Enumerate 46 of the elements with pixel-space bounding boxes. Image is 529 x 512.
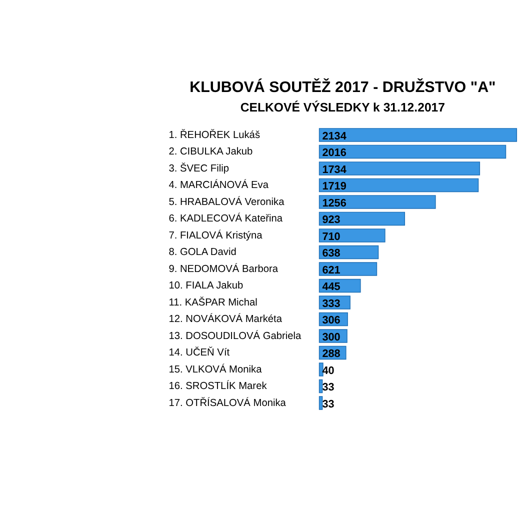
- y-tick-label: 2. CIBULKA Jakub: [168, 146, 254, 158]
- y-tick-label: 3. ŠVEC Filip: [168, 162, 230, 174]
- data-label: 1719: [322, 180, 346, 193]
- bar: [318, 379, 323, 394]
- data-label: 1256: [322, 197, 346, 210]
- bar: [318, 128, 518, 142]
- data-label: 638: [322, 248, 340, 260]
- bar: [318, 262, 378, 276]
- y-tick-label: 17. OTŘÍSALOVÁ Monika: [168, 396, 286, 409]
- y-tick-label: 1. ŘEHOŘEK Lukáš: [168, 128, 260, 141]
- y-tick-label: 12. NOVÁKOVÁ Markéta: [168, 313, 282, 326]
- y-tick-label: 15. VLKOVÁ Monika: [168, 363, 262, 376]
- data-label: 2016: [322, 147, 346, 160]
- bar: [318, 396, 323, 410]
- y-tick-label: 4. MARCIÁNOVÁ Eva: [168, 179, 269, 192]
- y-tick-label: 5. HRABALOVÁ Veronika: [168, 196, 285, 208]
- data-label: 2134: [322, 130, 346, 142]
- chart-title: KLUBOVÁ SOUTĚŽ 2017 - DRUŽSTVO "A": [190, 78, 496, 96]
- data-label: 333: [322, 298, 340, 310]
- data-label: 288: [322, 348, 340, 360]
- bar: [318, 228, 386, 242]
- data-label: 306: [322, 314, 340, 327]
- bar: [318, 144, 506, 159]
- data-label: 445: [322, 281, 340, 294]
- y-tick-label: 11. KAŠPAR Michal: [168, 296, 258, 308]
- data-label: 1734: [322, 164, 346, 176]
- bar: [318, 195, 436, 209]
- chart-subtitle: CELKOVÉ VÝSLEDKY k 31.12.2017: [240, 100, 446, 115]
- data-label: 33: [322, 398, 334, 410]
- y-tick-label: 9. NEDOMOVÁ Barbora: [168, 262, 278, 275]
- data-label: 621: [322, 264, 340, 276]
- y-tick-label: 13. DOSOUDILOVÁ Gabriela: [168, 330, 302, 342]
- data-label: 300: [322, 331, 340, 344]
- y-tick-label: 6. KADLECOVÁ Kateřina: [168, 212, 283, 225]
- data-label: 33: [322, 382, 334, 394]
- bar: [318, 362, 324, 376]
- y-tick-label: 8. GOLA David: [168, 247, 236, 258]
- bar: [318, 178, 479, 192]
- data-label: 710: [322, 230, 340, 243]
- data-label: 923: [322, 214, 340, 226]
- bar: [318, 162, 480, 176]
- bar: [318, 212, 406, 226]
- y-tick-label: 7. FIALOVÁ Kristýna: [168, 229, 263, 242]
- y-tick-label: 16. SROSTLÍK Marek: [168, 380, 268, 392]
- y-tick-label: 10. FIALA Jakub: [168, 280, 244, 292]
- y-tick-label: 14. UČEŇ Vít: [168, 346, 230, 359]
